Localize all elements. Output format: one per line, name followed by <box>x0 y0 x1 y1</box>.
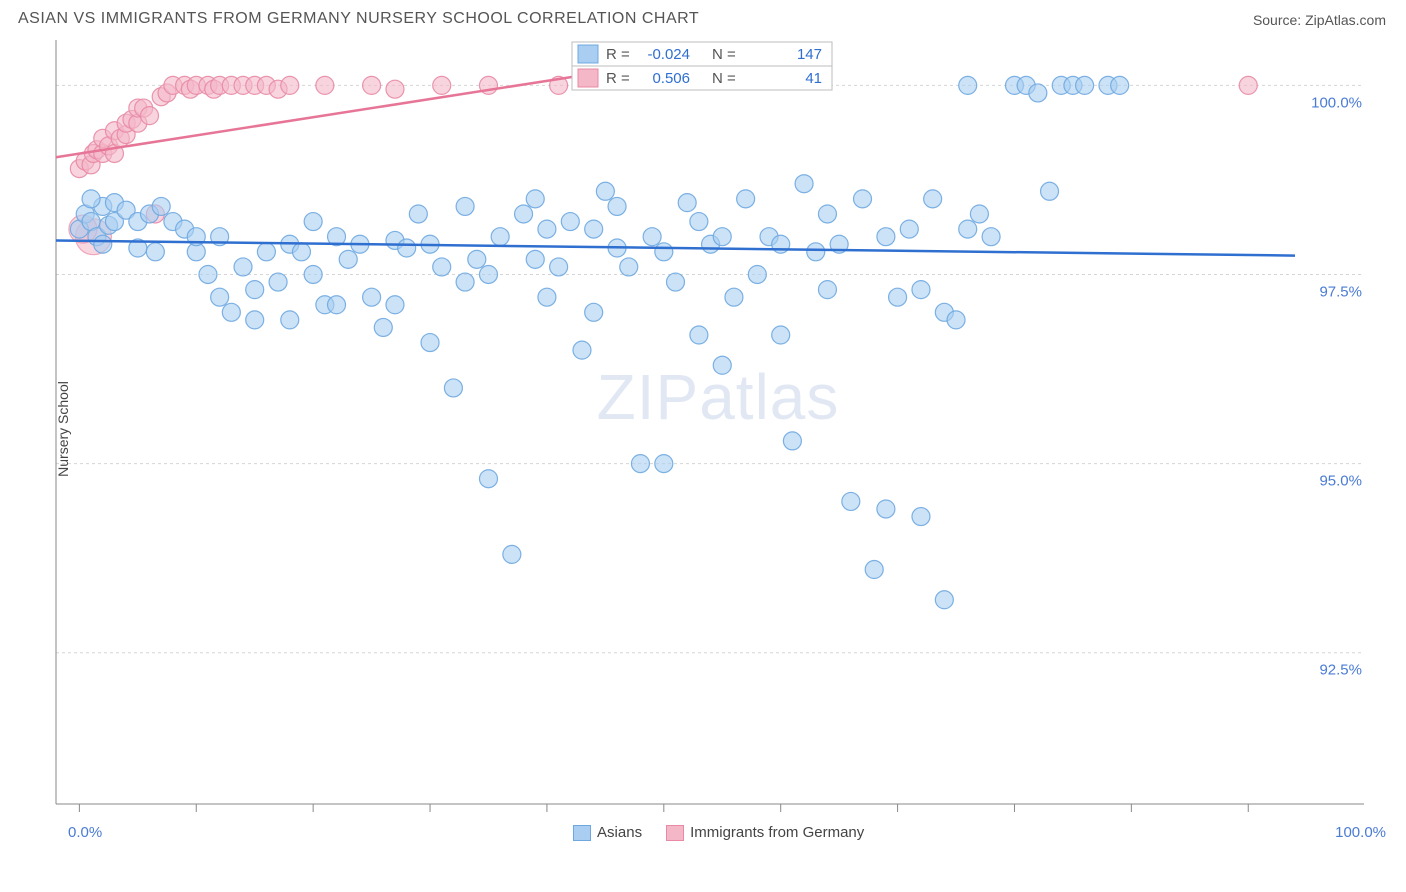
bottom-legend: 0.0% Asians Immigrants from Germany 100.… <box>0 824 1406 841</box>
scatter-plot: 92.5% 95.0% 97.5% 100.0% R = -0.024 N = 147 R = 0… <box>50 34 1370 824</box>
x-axis-min-label: 0.0% <box>68 824 102 841</box>
svg-text:147: 147 <box>797 46 822 63</box>
x-axis-max-label: 100.0% <box>1335 824 1386 841</box>
source-label: Source: ZipAtlas.com <box>1253 12 1386 28</box>
svg-text:R =: R = <box>606 70 630 87</box>
chart-area: Nursery School 92.5% 95.0% 97.5% 100.0% R =-… <box>50 34 1386 824</box>
legend-item-germany: Immigrants from Germany <box>666 824 864 841</box>
svg-text:R =: R = <box>606 46 630 63</box>
swatch-series1 <box>573 825 591 841</box>
svg-text:97.5%: 97.5% <box>1319 283 1362 300</box>
legend-label-series1: Asians <box>597 824 642 841</box>
legend-item-asians: Asians <box>573 824 642 841</box>
swatch-series2 <box>666 825 684 841</box>
svg-text:-0.024: -0.024 <box>647 46 690 63</box>
svg-text:41: 41 <box>805 70 822 87</box>
svg-text:92.5%: 92.5% <box>1319 662 1362 679</box>
svg-text:N =: N = <box>712 46 736 63</box>
svg-text:N =: N = <box>712 70 736 87</box>
svg-text:95.0%: 95.0% <box>1319 473 1362 490</box>
svg-text:100.0%: 100.0% <box>1311 94 1362 111</box>
legend-label-series2: Immigrants from Germany <box>690 824 864 841</box>
svg-text:0.506: 0.506 <box>652 70 690 87</box>
y-axis-label: Nursery School <box>55 381 71 477</box>
chart-title: ASIAN VS IMMIGRANTS FROM GERMANY NURSERY… <box>18 10 699 28</box>
